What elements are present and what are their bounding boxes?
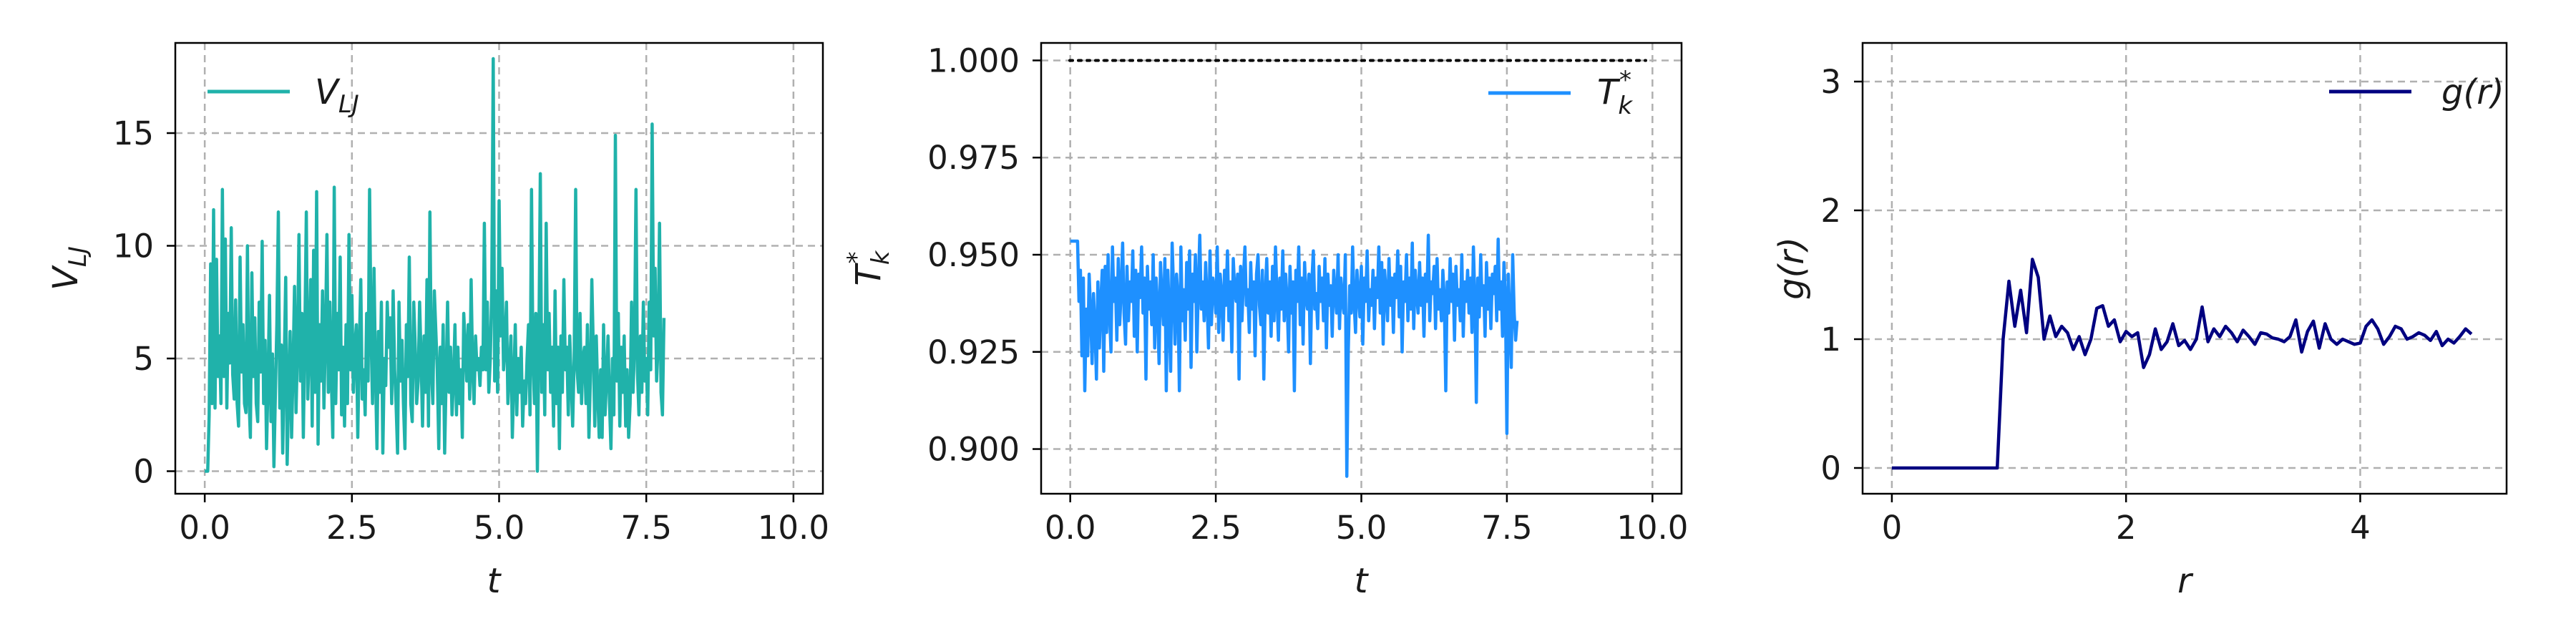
x-tick-label: 2.5 — [326, 509, 378, 547]
panel-vlj-grid — [175, 43, 823, 494]
x-axis-label: t — [487, 561, 502, 601]
y-tick-label: 1 — [1820, 321, 1841, 358]
panel-gr: 0 2 4 0 1 2 3 r g(r) g(r) — [1772, 42, 2508, 601]
series-line — [1891, 258, 2473, 470]
legend: Tk* — [1488, 66, 1633, 120]
y-axis-label: g(r) — [1772, 237, 1812, 300]
x-tick-label: 5.0 — [1336, 509, 1387, 547]
panel-gr-yticks: 0 1 2 3 — [1820, 63, 1841, 487]
y-axis-label: Tk* — [842, 250, 895, 286]
y-tick-label: 5 — [133, 340, 154, 378]
y-axis-label-main: T — [849, 263, 889, 286]
legend-label-vlj-main: V — [315, 72, 341, 112]
y-tick-label: 10 — [113, 228, 154, 265]
x-axis-label: r — [2177, 561, 2194, 601]
series-line — [204, 57, 666, 473]
y-tick-label: 3 — [1820, 63, 1841, 101]
panel-vlj: 0.0 2.5 5.0 7.5 10.0 0 5 10 15 t VLJ VLJ — [46, 42, 829, 601]
y-tick-label: 0 — [1820, 449, 1841, 487]
x-axis-label: t — [1355, 561, 1370, 601]
panel-vlj-yticks: 0 5 10 15 — [113, 114, 154, 491]
legend: g(r) — [2329, 72, 2504, 112]
panel-tk-xticks: 0.0 2.5 5.0 7.5 10.0 — [1045, 509, 1689, 547]
legend-label-gr: g(r) — [2441, 72, 2504, 112]
y-axis-label-sup: * — [842, 251, 871, 263]
legend: VLJ — [208, 72, 359, 119]
panel-tk-series — [1070, 233, 1519, 478]
panel-gr-xticks: 0 2 4 — [1882, 509, 2371, 547]
y-tick-label: 1.000 — [927, 42, 1020, 79]
y-tick-label: 15 — [113, 114, 154, 152]
x-tick-label: 2.5 — [1190, 509, 1241, 547]
x-tick-label: 10.0 — [758, 509, 829, 547]
panel-gr-frame — [1861, 42, 2508, 495]
panel-vlj-xticks: 0.0 2.5 5.0 7.5 10.0 — [179, 509, 829, 547]
y-tick-label: 0.925 — [927, 333, 1020, 371]
x-tick-label: 10.0 — [1616, 509, 1688, 547]
panel-gr-series — [1891, 258, 2473, 470]
y-axis-label-main: V — [46, 265, 86, 291]
y-axis-label: VLJ — [46, 246, 92, 291]
series-line — [1070, 233, 1519, 478]
x-tick-label: 5.0 — [474, 509, 525, 547]
y-axis-label-sub: LJ — [64, 246, 92, 267]
x-tick-label: 7.5 — [620, 509, 672, 547]
y-axis-label-sub: k — [867, 250, 895, 265]
legend-label-vlj-sub: LJ — [338, 90, 359, 119]
panel-tk: 0.0 2.5 5.0 7.5 10.0 0.900 0.925 0.950 0… — [842, 42, 1688, 601]
y-tick-label: 0.975 — [927, 139, 1020, 177]
y-tick-label: 0.950 — [927, 236, 1020, 274]
x-tick-label: 7.5 — [1481, 509, 1533, 547]
x-tick-label: 4 — [2350, 509, 2371, 547]
panel-tk-yticks: 0.900 0.925 0.950 0.975 1.000 — [927, 42, 1020, 468]
legend-label-tk-main: T — [1597, 72, 1621, 112]
legend-label-vlj: VLJ — [315, 72, 359, 119]
x-tick-label: 2 — [2116, 509, 2137, 547]
y-tick-label: 0.900 — [927, 431, 1020, 469]
legend-label-tk-sub: k — [1618, 92, 1633, 120]
legend-label-tk: Tk* — [1597, 66, 1633, 120]
y-tick-label: 2 — [1820, 192, 1841, 230]
y-tick-label: 0 — [133, 453, 154, 491]
legend-label-tk-sup: * — [1619, 66, 1631, 94]
x-tick-label: 0 — [1882, 509, 1903, 547]
x-tick-label: 0.0 — [179, 509, 230, 547]
x-tick-label: 0.0 — [1045, 509, 1096, 547]
panel-vlj-series — [204, 57, 666, 473]
